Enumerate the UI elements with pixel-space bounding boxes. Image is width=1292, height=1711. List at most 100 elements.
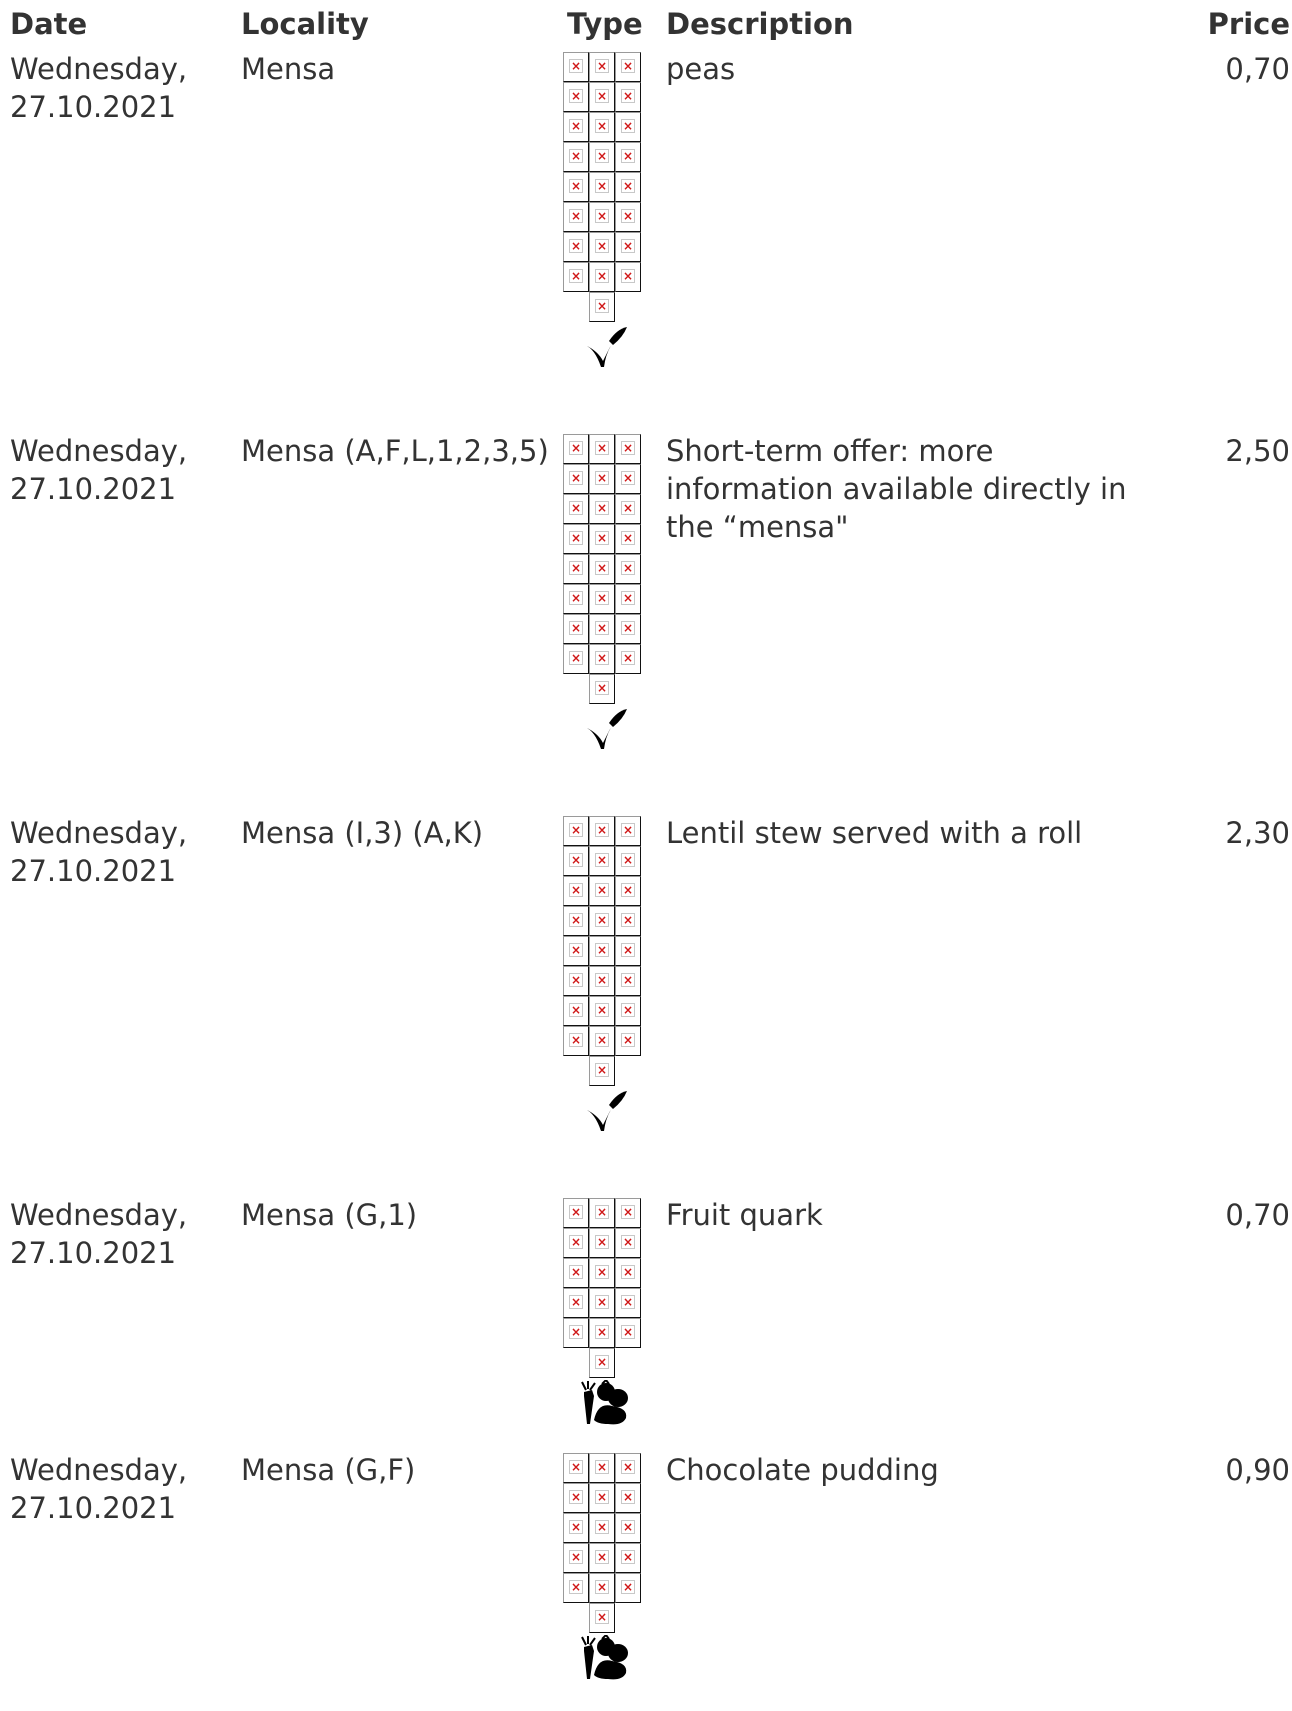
broken-image-icon: ×	[563, 1228, 589, 1258]
broken-image-icon: ×	[615, 996, 641, 1026]
row-type: × × × × × × × × × × × × × × × × × × × × × × × × ×	[563, 816, 647, 1134]
broken-image-icon: ×	[589, 202, 615, 232]
row-description: Fruit quark	[666, 1198, 823, 1232]
row-description: Lentil stew served with a roll	[666, 816, 1083, 850]
broken-image-icon: ×	[589, 816, 615, 846]
broken-image-icon: ×	[615, 876, 641, 906]
broken-image-icon: ×	[589, 82, 615, 112]
broken-image-icon: ×	[589, 1573, 615, 1603]
broken-image-icon: ×	[563, 142, 589, 172]
broken-image-icon: ×	[615, 1198, 641, 1228]
allergen-icon-grid: × × × × × × × × × × × × × × × ×	[563, 1198, 647, 1378]
broken-image-icon: ×	[563, 262, 589, 292]
broken-image-icon: ×	[615, 142, 641, 172]
broken-image-icon: ×	[563, 112, 589, 142]
broken-image-icon: ×	[615, 906, 641, 936]
broken-image-icon: ×	[589, 142, 615, 172]
table-body: Wednesday, 27.10.2021 Mensa × × × × × × × × × × × × × × ×…	[10, 50, 1290, 1711]
allergen-icon-grid: × × × × × × × × × × × × × × × × × × × × × × × × ×	[563, 816, 647, 1086]
row-date: Wednesday, 27.10.2021	[10, 1196, 210, 1272]
broken-image-icon: ×	[615, 846, 641, 876]
broken-image-icon: ×	[589, 1258, 615, 1288]
broken-image-icon: ×	[563, 232, 589, 262]
broken-image-icon: ×	[615, 52, 641, 82]
broken-image-icon: ×	[615, 464, 641, 494]
broken-image-icon: ×	[589, 846, 615, 876]
broken-image-icon: ×	[563, 936, 589, 966]
broken-image-icon: ×	[615, 1258, 641, 1288]
header-description: Description	[666, 7, 854, 41]
row-locality: Mensa (I,3) (A,K)	[241, 816, 484, 850]
broken-image-icon: ×	[589, 112, 615, 142]
broken-image-icon: ×	[589, 232, 615, 262]
broken-image-icon: ×	[615, 524, 641, 554]
vegan-sprout-icon	[563, 706, 647, 752]
broken-image-icon: ×	[589, 674, 615, 704]
allergen-icon-grid: × × × × × × × × × × × × × × × × × × × × × × × × ×	[563, 434, 647, 704]
broken-image-icon: ×	[563, 434, 589, 464]
broken-image-icon: ×	[563, 1318, 589, 1348]
broken-image-icon: ×	[589, 614, 615, 644]
broken-image-icon: ×	[589, 1026, 615, 1056]
broken-image-icon: ×	[615, 936, 641, 966]
broken-image-icon: ×	[615, 1288, 641, 1318]
broken-image-icon: ×	[563, 1483, 589, 1513]
header-price: Price	[1207, 7, 1290, 41]
header-locality: Locality	[241, 7, 369, 41]
menu-table: Date Locality Type Description Price Wed…	[10, 0, 1290, 1711]
broken-image-icon: ×	[615, 172, 641, 202]
broken-image-icon: ×	[589, 1288, 615, 1318]
table-row: Wednesday, 27.10.2021 Mensa (G,1) × × × × × × × × ×…	[10, 1196, 1290, 1451]
row-type: × × × × × × × × × × × × × × × × × × × × × × × × ×	[563, 434, 647, 752]
date: 27.10.2021	[10, 854, 177, 888]
header-type: Type	[567, 7, 643, 41]
row-date: Wednesday, 27.10.2021	[10, 1451, 210, 1527]
broken-image-icon: ×	[589, 524, 615, 554]
broken-image-icon: ×	[589, 494, 615, 524]
broken-image-icon: ×	[589, 1513, 615, 1543]
broken-image-icon: ×	[615, 1483, 641, 1513]
row-price: 0,70	[1225, 1198, 1290, 1232]
broken-image-icon: ×	[563, 906, 589, 936]
broken-image-icon: ×	[615, 434, 641, 464]
broken-image-icon: ×	[589, 1543, 615, 1573]
broken-image-icon: ×	[589, 584, 615, 614]
broken-image-icon: ×	[589, 262, 615, 292]
broken-image-icon: ×	[589, 464, 615, 494]
broken-image-icon: ×	[563, 554, 589, 584]
broken-image-icon: ×	[615, 816, 641, 846]
broken-image-icon: ×	[589, 966, 615, 996]
row-type: × × × × × × × × × × × × × × × ×	[563, 1453, 647, 1681]
broken-image-icon: ×	[563, 876, 589, 906]
broken-image-icon: ×	[563, 614, 589, 644]
broken-image-icon: ×	[563, 1573, 589, 1603]
table-row: Wednesday, 27.10.2021 Mensa (I,3) (A,K) × × ×…	[10, 814, 1290, 1196]
date: 27.10.2021	[10, 472, 177, 506]
weekday: Wednesday,	[10, 434, 188, 468]
broken-image-icon: ×	[589, 1198, 615, 1228]
broken-image-icon: ×	[589, 292, 615, 322]
table-row: Wednesday, 27.10.2021 Mensa (A,F,L,1,2,3,5…	[10, 432, 1290, 814]
broken-image-icon: ×	[615, 644, 641, 674]
broken-image-icon: ×	[563, 1453, 589, 1483]
broken-image-icon: ×	[615, 1513, 641, 1543]
broken-image-icon: ×	[563, 82, 589, 112]
weekday: Wednesday,	[10, 52, 188, 86]
row-locality: Mensa (G,1)	[241, 1198, 418, 1232]
broken-image-icon: ×	[589, 1056, 615, 1086]
broken-image-icon: ×	[615, 202, 641, 232]
broken-image-icon: ×	[615, 1453, 641, 1483]
broken-image-icon: ×	[615, 82, 641, 112]
row-type: × × × × × × × × × × × × × × × ×	[563, 1198, 647, 1426]
broken-image-icon: ×	[589, 1453, 615, 1483]
broken-image-icon: ×	[589, 906, 615, 936]
broken-image-icon: ×	[563, 584, 589, 614]
broken-image-icon: ×	[615, 966, 641, 996]
broken-image-icon: ×	[615, 494, 641, 524]
row-date: Wednesday, 27.10.2021	[10, 814, 210, 890]
broken-image-icon: ×	[615, 1318, 641, 1348]
weekday: Wednesday,	[10, 816, 188, 850]
broken-image-icon: ×	[563, 172, 589, 202]
row-price: 2,30	[1225, 816, 1290, 850]
broken-image-icon: ×	[563, 1258, 589, 1288]
